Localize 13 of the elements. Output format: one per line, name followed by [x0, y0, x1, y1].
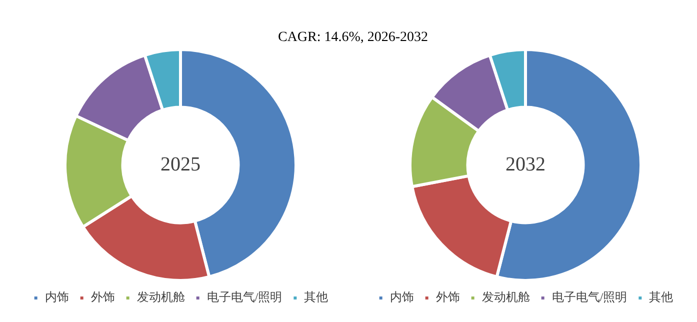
- chart-title: CAGR: 14.6%, 2026-2032: [276, 30, 430, 46]
- legend-label: 内饰: [390, 290, 414, 304]
- legend-label: 电子电气/照明: [206, 290, 282, 304]
- legend-label: 电子电气/照明: [552, 290, 628, 304]
- legend-label: 其他: [304, 290, 328, 304]
- legend-label: 发动机舱: [136, 290, 185, 304]
- legend-label: 外饰: [90, 290, 115, 304]
- text: 2025: [160, 153, 200, 176]
- legend-label: 外饰: [436, 290, 460, 304]
- legend-label: 内饰: [44, 290, 69, 304]
- legend-label: 发动机舱: [482, 290, 530, 304]
- legend-label: 其他: [649, 290, 674, 304]
- text: 2032: [506, 153, 546, 176]
